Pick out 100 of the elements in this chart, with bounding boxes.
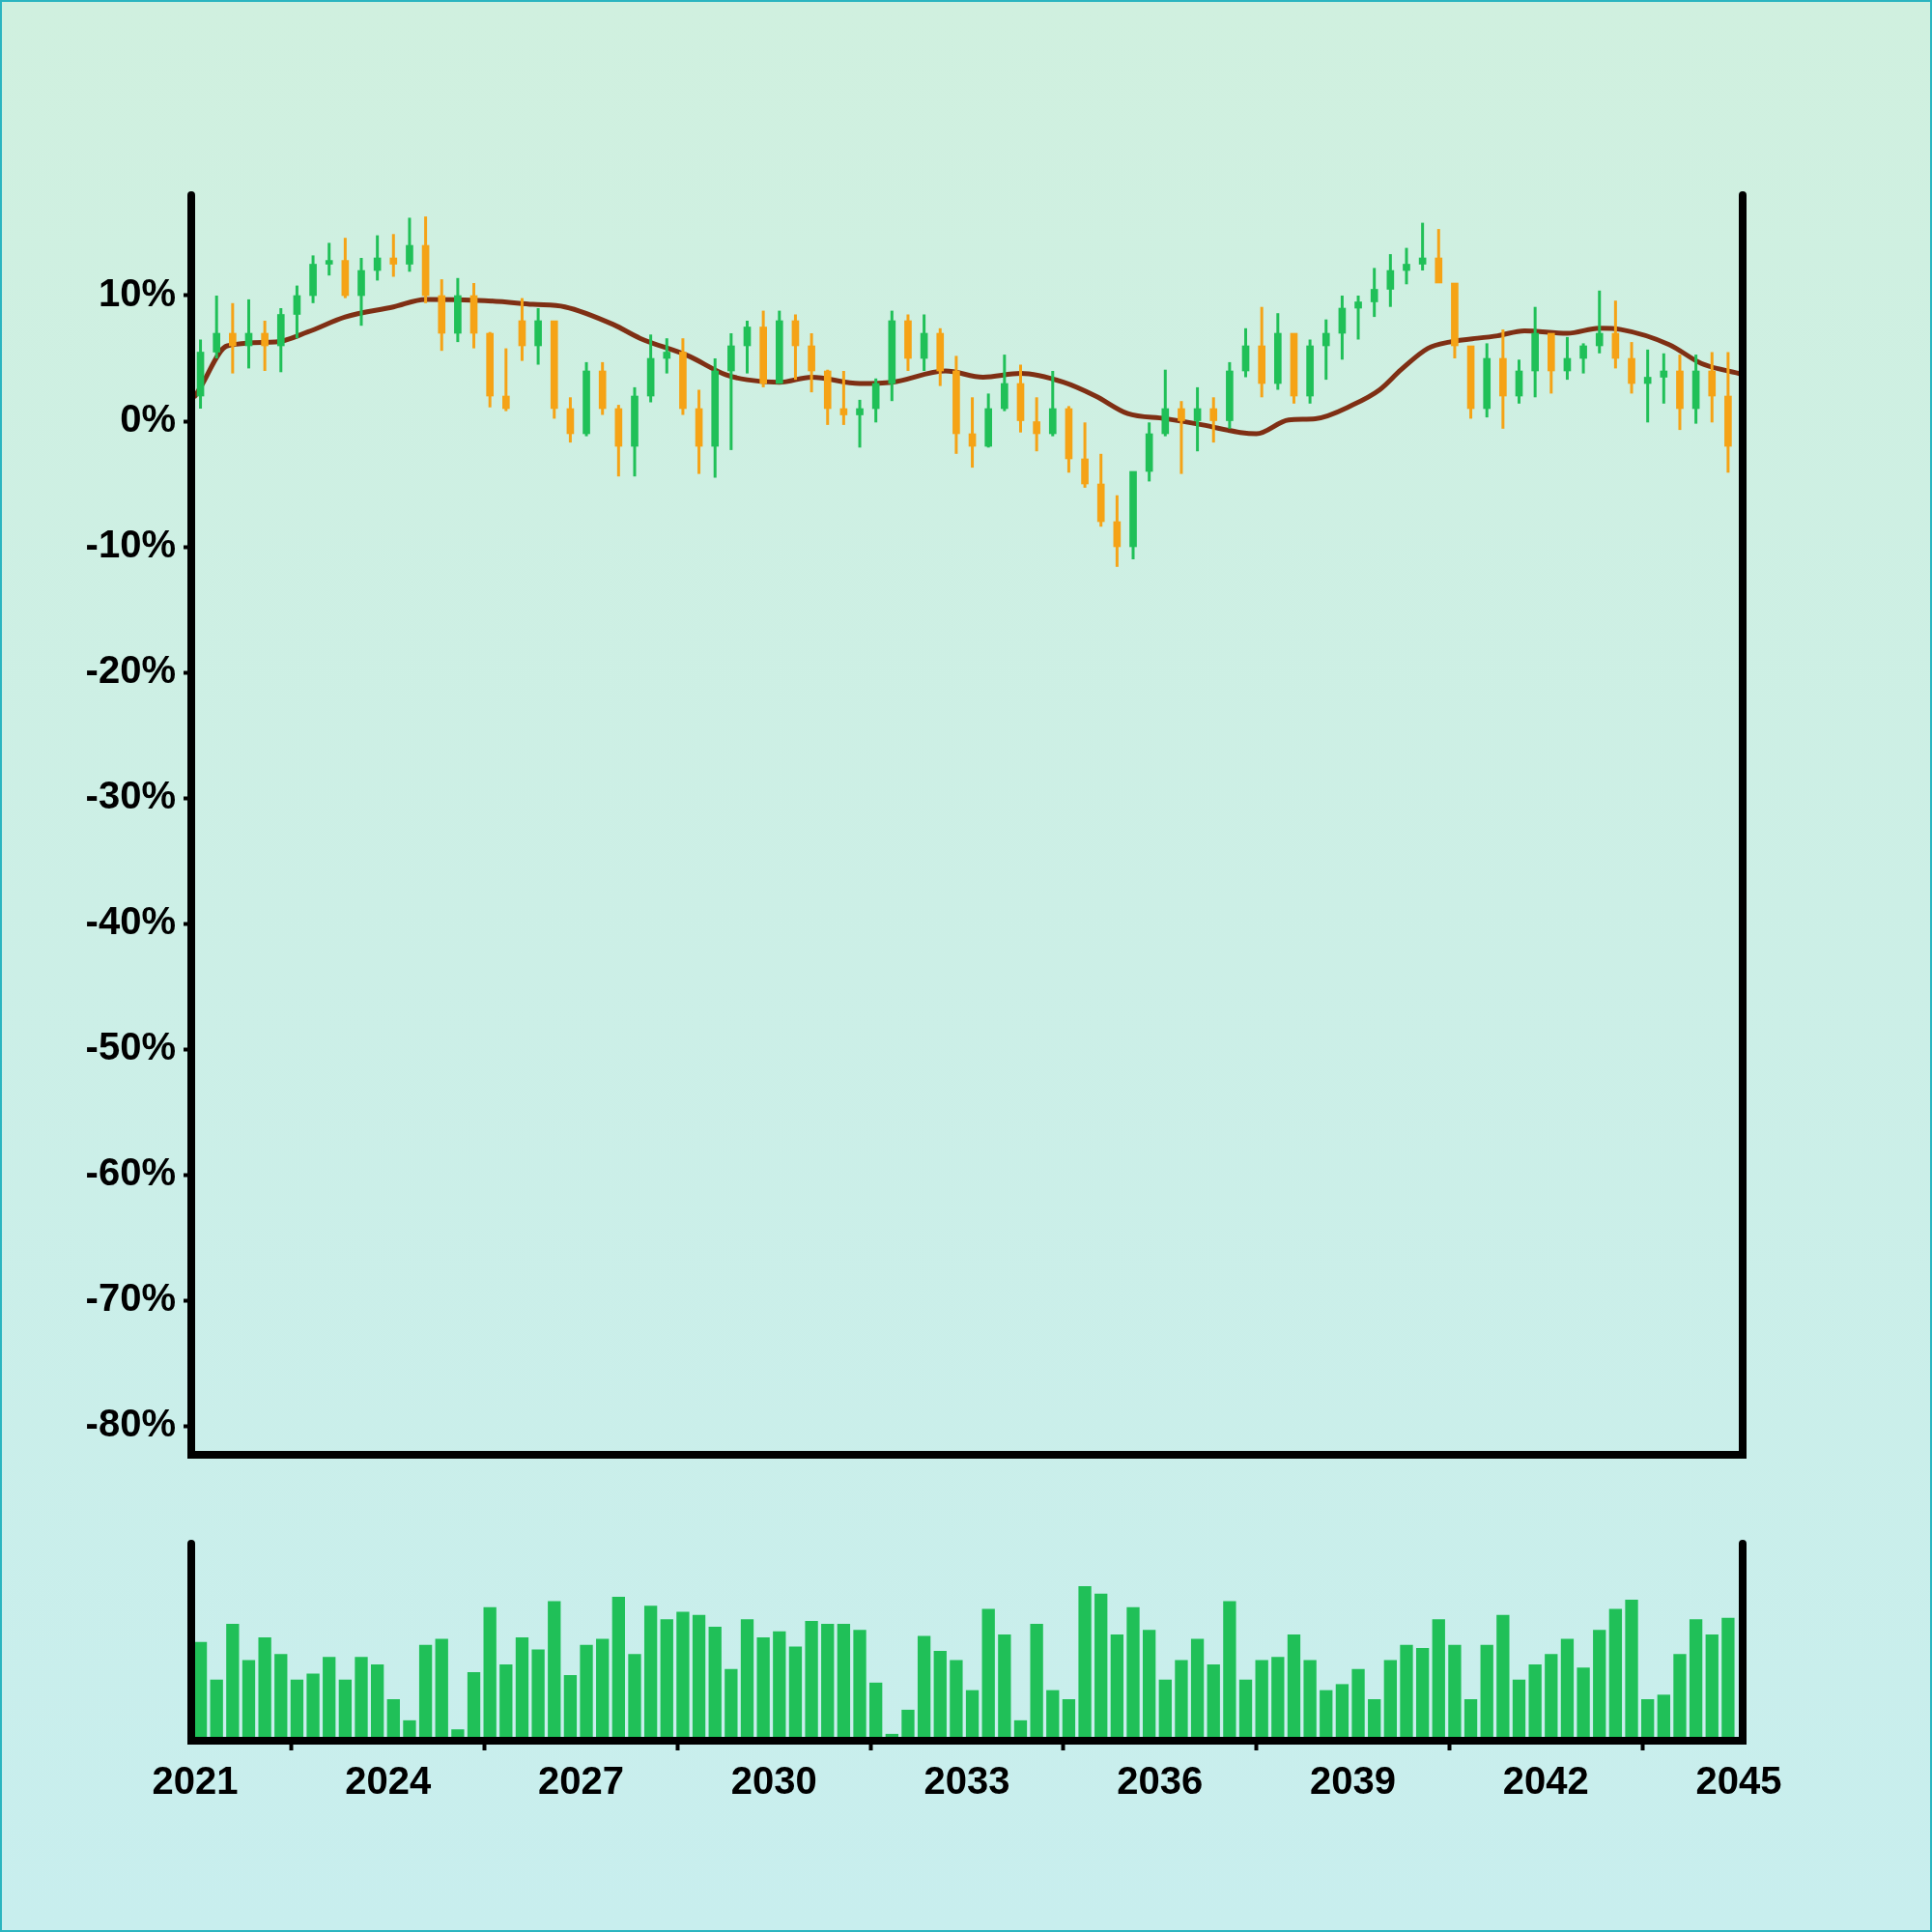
bar bbox=[692, 1614, 706, 1737]
bar bbox=[1545, 1654, 1558, 1737]
bar bbox=[998, 1634, 1011, 1737]
bar bbox=[1190, 1638, 1205, 1737]
bar bbox=[740, 1619, 754, 1737]
y-tick-label: -60% bbox=[85, 1151, 176, 1194]
bar bbox=[258, 1637, 271, 1737]
bar bbox=[1110, 1634, 1124, 1737]
y-tick-label: -40% bbox=[85, 899, 176, 943]
bar bbox=[483, 1606, 497, 1737]
bar bbox=[386, 1699, 400, 1737]
x-tick-label: 2027 bbox=[538, 1759, 624, 1803]
bar bbox=[418, 1644, 433, 1737]
bar bbox=[1496, 1614, 1510, 1737]
x-tick-label: 2033 bbox=[923, 1759, 1010, 1803]
bar bbox=[531, 1649, 545, 1737]
bar bbox=[1577, 1667, 1590, 1737]
bar bbox=[242, 1660, 256, 1737]
bar bbox=[660, 1619, 673, 1737]
y-tick-label: -50% bbox=[85, 1025, 176, 1068]
bar bbox=[290, 1679, 304, 1737]
bar bbox=[917, 1635, 931, 1737]
bar bbox=[1528, 1664, 1542, 1737]
bar bbox=[981, 1608, 995, 1737]
bar bbox=[1207, 1664, 1220, 1737]
bar bbox=[853, 1630, 867, 1737]
bar bbox=[1142, 1630, 1156, 1737]
x-tick-label: 2045 bbox=[1695, 1759, 1782, 1803]
bar bbox=[1320, 1690, 1333, 1737]
bar bbox=[1351, 1668, 1365, 1737]
y-tick-label: -70% bbox=[85, 1276, 176, 1320]
bar bbox=[869, 1682, 883, 1737]
bar bbox=[1400, 1644, 1413, 1737]
bar bbox=[435, 1638, 448, 1737]
bar bbox=[563, 1675, 578, 1737]
bar bbox=[1463, 1699, 1478, 1737]
bar bbox=[1271, 1657, 1285, 1737]
bar bbox=[724, 1668, 738, 1737]
bar bbox=[1657, 1694, 1670, 1737]
x-tick-label: 2036 bbox=[1117, 1759, 1204, 1803]
bar bbox=[1432, 1619, 1445, 1737]
bar bbox=[1335, 1684, 1350, 1737]
bar bbox=[933, 1651, 947, 1737]
bar bbox=[548, 1601, 561, 1737]
y-tick-label: -30% bbox=[85, 774, 176, 817]
bar bbox=[901, 1709, 915, 1737]
bar bbox=[1608, 1608, 1623, 1737]
bar bbox=[1560, 1638, 1575, 1737]
x-tick-label: 2030 bbox=[730, 1759, 817, 1803]
bar bbox=[195, 1641, 208, 1737]
bar bbox=[323, 1657, 336, 1737]
bar bbox=[1383, 1660, 1397, 1737]
y-tick-label: -10% bbox=[85, 523, 176, 566]
y-tick-label: 10% bbox=[98, 271, 176, 315]
bar bbox=[467, 1671, 481, 1737]
bar bbox=[708, 1627, 722, 1737]
bar bbox=[1512, 1679, 1526, 1737]
bar bbox=[226, 1624, 240, 1737]
bar bbox=[628, 1654, 641, 1737]
bar bbox=[1721, 1617, 1735, 1737]
bar bbox=[1030, 1624, 1043, 1737]
bar bbox=[596, 1638, 610, 1737]
bar bbox=[1673, 1654, 1687, 1737]
bar bbox=[338, 1679, 353, 1737]
bar bbox=[370, 1664, 384, 1737]
bar bbox=[1062, 1699, 1076, 1737]
y-tick-label: -80% bbox=[85, 1402, 176, 1445]
bar bbox=[1448, 1644, 1462, 1737]
bar bbox=[885, 1733, 898, 1737]
y-tick-label: 0% bbox=[120, 397, 176, 440]
bar bbox=[1255, 1660, 1268, 1737]
x-tick-label: 2024 bbox=[345, 1759, 432, 1803]
bar bbox=[676, 1611, 690, 1737]
bar bbox=[451, 1729, 465, 1737]
bar bbox=[1046, 1690, 1060, 1737]
bar bbox=[1368, 1699, 1381, 1737]
bar bbox=[306, 1673, 320, 1737]
bar bbox=[643, 1605, 658, 1737]
bar bbox=[837, 1624, 851, 1737]
bar bbox=[1705, 1634, 1719, 1737]
bar bbox=[515, 1637, 529, 1737]
bar bbox=[805, 1620, 818, 1737]
bar bbox=[355, 1657, 368, 1737]
bar bbox=[965, 1690, 980, 1737]
x-tick-label: 2039 bbox=[1310, 1759, 1396, 1803]
bar bbox=[1415, 1647, 1430, 1737]
bar bbox=[1126, 1606, 1140, 1737]
bar bbox=[1238, 1679, 1253, 1737]
bar bbox=[499, 1664, 513, 1737]
bar bbox=[1287, 1634, 1301, 1737]
bar bbox=[1158, 1679, 1172, 1737]
bar bbox=[274, 1654, 288, 1737]
bar bbox=[1223, 1601, 1236, 1737]
bar bbox=[1078, 1586, 1092, 1737]
bar bbox=[580, 1644, 593, 1737]
bar bbox=[1013, 1719, 1028, 1737]
bar bbox=[210, 1679, 223, 1737]
bar bbox=[1175, 1660, 1188, 1737]
x-tick-label: 2021 bbox=[152, 1759, 239, 1803]
bar bbox=[1593, 1630, 1606, 1737]
